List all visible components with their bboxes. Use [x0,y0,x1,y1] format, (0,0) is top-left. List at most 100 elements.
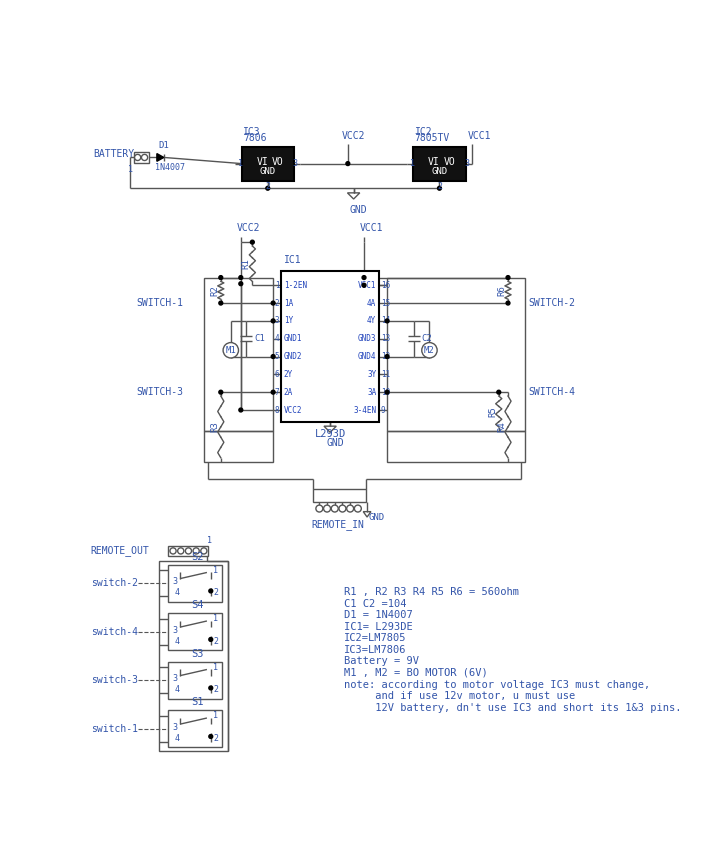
Text: GND: GND [350,205,367,215]
Polygon shape [157,154,164,162]
Text: VCC2: VCC2 [237,223,260,233]
Text: VCC1: VCC1 [468,131,491,140]
Text: switch-3: switch-3 [91,675,137,685]
Circle shape [347,505,354,512]
Text: 4: 4 [275,334,279,343]
Circle shape [362,283,366,287]
Text: 1Y: 1Y [284,316,293,326]
Bar [168,547,209,556]
Text: GND: GND [260,167,276,176]
Text: IC2: IC2 [415,127,432,137]
Circle shape [209,734,213,739]
Text: 2: 2 [213,734,218,743]
Text: 4A: 4A [367,298,376,308]
Text: M2: M2 [424,346,435,354]
Text: VI: VI [256,157,268,167]
Text: REMOTE_IN: REMOTE_IN [312,519,364,530]
Text: GND2: GND2 [284,352,302,361]
Text: 13: 13 [381,334,390,343]
Circle shape [385,390,389,394]
Text: 1: 1 [238,159,243,168]
Text: 1: 1 [213,615,218,623]
Circle shape [193,548,200,554]
Text: SWITCH-2: SWITCH-2 [529,298,576,308]
Circle shape [271,319,275,323]
Circle shape [385,319,389,323]
Text: 4Y: 4Y [367,316,376,326]
Circle shape [497,390,501,394]
Text: 1: 1 [275,280,279,290]
Text: 14: 14 [381,316,390,326]
Text: IC3=LM7806: IC3=LM7806 [344,645,407,654]
Text: 3: 3 [172,722,177,732]
Text: 3: 3 [172,577,177,586]
Text: GND4: GND4 [358,352,376,361]
Text: 3-4EN: 3-4EN [353,405,376,415]
Text: 2: 2 [213,637,218,645]
Text: note: according to motor voltage IC3 must change,: note: according to motor voltage IC3 mus… [344,679,650,689]
Circle shape [209,686,213,690]
Circle shape [250,241,255,244]
Text: R3: R3 [210,422,219,433]
Text: IC2=LM7805: IC2=LM7805 [344,633,407,643]
Circle shape [219,390,223,394]
Bar [168,614,222,650]
Text: VI: VI [428,157,440,167]
Text: GND: GND [326,439,344,449]
Text: R2: R2 [210,285,219,296]
Text: IC3: IC3 [243,127,261,137]
Text: 10: 10 [381,388,390,397]
Text: 4: 4 [174,734,179,743]
Text: 1A: 1A [284,298,293,308]
Text: VO: VO [272,157,283,167]
Text: 3: 3 [464,159,469,168]
Circle shape [271,301,275,305]
Circle shape [271,390,275,394]
Text: 2: 2 [213,685,218,694]
Circle shape [219,301,223,305]
Circle shape [223,343,238,358]
Text: 12V battery, dn't use IC3 and short its 1&3 pins.: 12V battery, dn't use IC3 and short its … [344,703,682,712]
Text: 1: 1 [213,711,218,720]
Text: 7806: 7806 [243,133,266,143]
Circle shape [239,282,243,286]
Text: 1-2EN: 1-2EN [284,280,307,290]
Text: S4: S4 [192,600,204,610]
Text: 4: 4 [174,685,179,694]
Bar [387,278,525,431]
Text: R1: R1 [242,258,251,269]
Text: and if use 12v motor, u must use: and if use 12v motor, u must use [344,691,575,701]
Text: C1: C1 [254,334,264,343]
Text: S3: S3 [192,649,204,659]
Bar [313,489,366,502]
Bar [204,278,273,431]
Text: SWITCH-4: SWITCH-4 [529,388,576,397]
Text: SWITCH-1: SWITCH-1 [136,298,183,308]
Text: switch-1: switch-1 [91,724,137,734]
Circle shape [209,589,213,593]
Bar [168,711,222,747]
Text: 7: 7 [275,388,279,397]
Text: 8: 8 [275,405,279,415]
Circle shape [324,505,331,512]
Text: 2: 2 [437,182,442,191]
Text: VCC1: VCC1 [358,280,376,290]
Text: M1 , M2 = BO MOTOR (6V): M1 , M2 = BO MOTOR (6V) [344,668,488,678]
Circle shape [239,275,243,280]
Bar [413,147,465,180]
Circle shape [201,548,207,554]
Circle shape [339,505,346,512]
Text: SWITCH-3: SWITCH-3 [136,388,183,397]
Text: VCC2: VCC2 [284,405,302,415]
Text: R5: R5 [489,406,497,416]
Text: 11: 11 [381,370,390,379]
Text: 4: 4 [174,637,179,646]
Text: switch-4: switch-4 [91,626,137,637]
Text: BATTERY: BATTERY [94,149,135,159]
Text: 1N4007: 1N4007 [154,163,185,172]
Text: 4: 4 [174,588,179,597]
Text: 1: 1 [207,536,212,545]
Bar [159,561,228,751]
Text: switch-2: switch-2 [91,578,137,588]
Circle shape [438,186,441,190]
